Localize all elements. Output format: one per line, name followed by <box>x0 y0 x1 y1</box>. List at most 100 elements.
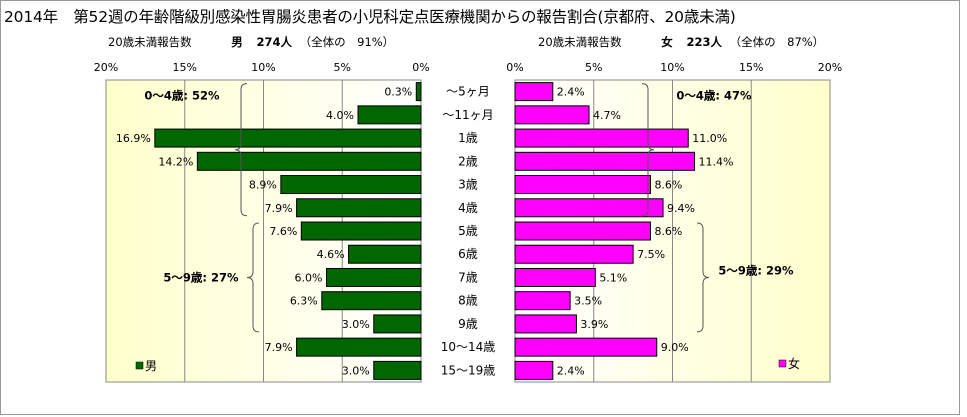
female-bar <box>514 267 596 287</box>
male-bar <box>154 128 422 148</box>
female-age-5-9-brace <box>696 222 710 333</box>
male-bar <box>296 198 422 218</box>
male-tick-label: 20% <box>94 61 118 74</box>
male-age-5-9-brace <box>246 222 260 333</box>
female-tick-label: 15% <box>739 61 763 74</box>
male-age-5-9-annotation: 5～9歳: 27% <box>163 270 239 284</box>
male-header: 20歳未満報告数 男 274人 （全体の 91%） <box>108 34 394 50</box>
category-label: 9歳 <box>458 317 478 331</box>
female-header-label: 20歳未満報告数 <box>538 35 622 49</box>
female-age-0-4-annotation: 0～4歳: 47% <box>676 89 752 103</box>
category-label: 7歳 <box>458 270 478 284</box>
male-value-label: 4.6% <box>317 248 345 261</box>
female-header-share: （全体の 87%） <box>729 35 825 49</box>
category-label: 2歳 <box>458 154 478 168</box>
male-value-label: 0.3% <box>384 86 412 99</box>
male-bar <box>300 221 422 241</box>
female-tick-label: 20% <box>818 61 842 74</box>
category-label: 4歳 <box>458 201 478 215</box>
female-value-label: 9.0% <box>661 341 689 354</box>
male-bar <box>348 244 422 264</box>
female-value-label: 3.5% <box>574 295 602 308</box>
male-header-count: 274人 <box>256 35 292 49</box>
female-header-count: 223人 <box>686 35 722 49</box>
category-label: ～5ヶ月 <box>446 85 490 99</box>
category-label: 10～14歳 <box>441 340 496 354</box>
male-bar <box>296 337 422 357</box>
female-bar <box>514 151 696 171</box>
male-tick-label: 5% <box>334 61 351 74</box>
male-bar <box>280 175 422 195</box>
female-bar <box>514 337 658 357</box>
female-bar <box>514 244 634 264</box>
male-value-label: 7.9% <box>265 341 293 354</box>
male-value-label: 4.0% <box>326 109 354 122</box>
category-label: 15～19歳 <box>441 363 496 377</box>
male-legend-label: 男 <box>145 359 157 373</box>
category-label: 8歳 <box>458 294 478 308</box>
male-header-share: （全体の 91%） <box>299 35 395 49</box>
female-tick-label: 0% <box>506 61 523 74</box>
female-header: 20歳未満報告数 女 223人 （全体の 87%） <box>538 34 824 50</box>
male-value-label: 14.2% <box>158 155 193 168</box>
page-title: 2014年 第52週の年齢階級別感染性胃腸炎患者の小児科定点医療機関からの報告割… <box>4 8 736 26</box>
male-tick-label: 0% <box>412 61 429 74</box>
male-value-label: 6.3% <box>290 295 318 308</box>
male-bar <box>326 267 422 287</box>
female-bar <box>514 291 571 311</box>
female-legend-swatch <box>778 359 787 368</box>
female-bar <box>514 128 689 148</box>
category-label: ～11ヶ月 <box>442 108 493 122</box>
female-bar <box>514 82 554 102</box>
female-bar <box>514 105 590 125</box>
female-bar <box>514 360 554 380</box>
male-bar <box>373 360 422 380</box>
male-tick-label: 15% <box>173 61 197 74</box>
female-value-label: 7.5% <box>637 248 665 261</box>
female-age-5-9-annotation: 5～9歳: 29% <box>718 263 794 277</box>
female-value-label: 11.0% <box>692 132 727 145</box>
male-value-label: 3.0% <box>342 364 370 377</box>
male-bar <box>357 105 422 125</box>
category-label: 3歳 <box>458 178 478 192</box>
male-value-label: 16.9% <box>116 132 151 145</box>
male-age-0-4-brace <box>234 83 248 217</box>
male-bar <box>373 314 422 334</box>
female-value-label: 2.4% <box>557 86 585 99</box>
female-bar <box>514 221 651 241</box>
female-bar <box>514 198 664 218</box>
male-tick-label: 10% <box>251 61 275 74</box>
male-value-label: 8.9% <box>249 179 277 192</box>
female-legend-label: 女 <box>788 356 800 371</box>
female-value-label: 2.4% <box>557 364 585 377</box>
female-value-label: 8.6% <box>654 225 682 238</box>
female-tick-label: 5% <box>585 61 602 74</box>
female-header-sex: 女 <box>661 35 673 49</box>
female-value-label: 5.1% <box>599 271 627 284</box>
male-legend-swatch <box>135 361 144 370</box>
male-value-label: 6.0% <box>295 271 323 284</box>
female-bar <box>514 314 577 334</box>
male-bar <box>196 151 422 171</box>
male-age-0-4-annotation: 0～4歳: 52% <box>144 89 220 103</box>
female-value-label: 3.9% <box>580 318 608 331</box>
female-tick-label: 10% <box>660 61 684 74</box>
female-bar <box>514 175 651 195</box>
male-bar <box>321 291 422 311</box>
category-label: 5歳 <box>458 224 478 238</box>
male-value-label: 7.9% <box>265 202 293 215</box>
male-header-sex: 男 <box>231 35 243 49</box>
male-value-label: 7.6% <box>269 225 297 238</box>
female-age-0-4-brace <box>641 83 655 217</box>
female-value-label: 8.6% <box>654 179 682 192</box>
female-value-label: 11.4% <box>699 155 734 168</box>
male-bar <box>415 82 422 102</box>
category-label: 1歳 <box>458 131 478 145</box>
female-value-label: 9.4% <box>667 202 695 215</box>
male-header-label: 20歳未満報告数 <box>108 35 192 49</box>
female-value-label: 4.7% <box>593 109 621 122</box>
male-value-label: 3.0% <box>342 318 370 331</box>
category-label: 6歳 <box>458 247 478 261</box>
